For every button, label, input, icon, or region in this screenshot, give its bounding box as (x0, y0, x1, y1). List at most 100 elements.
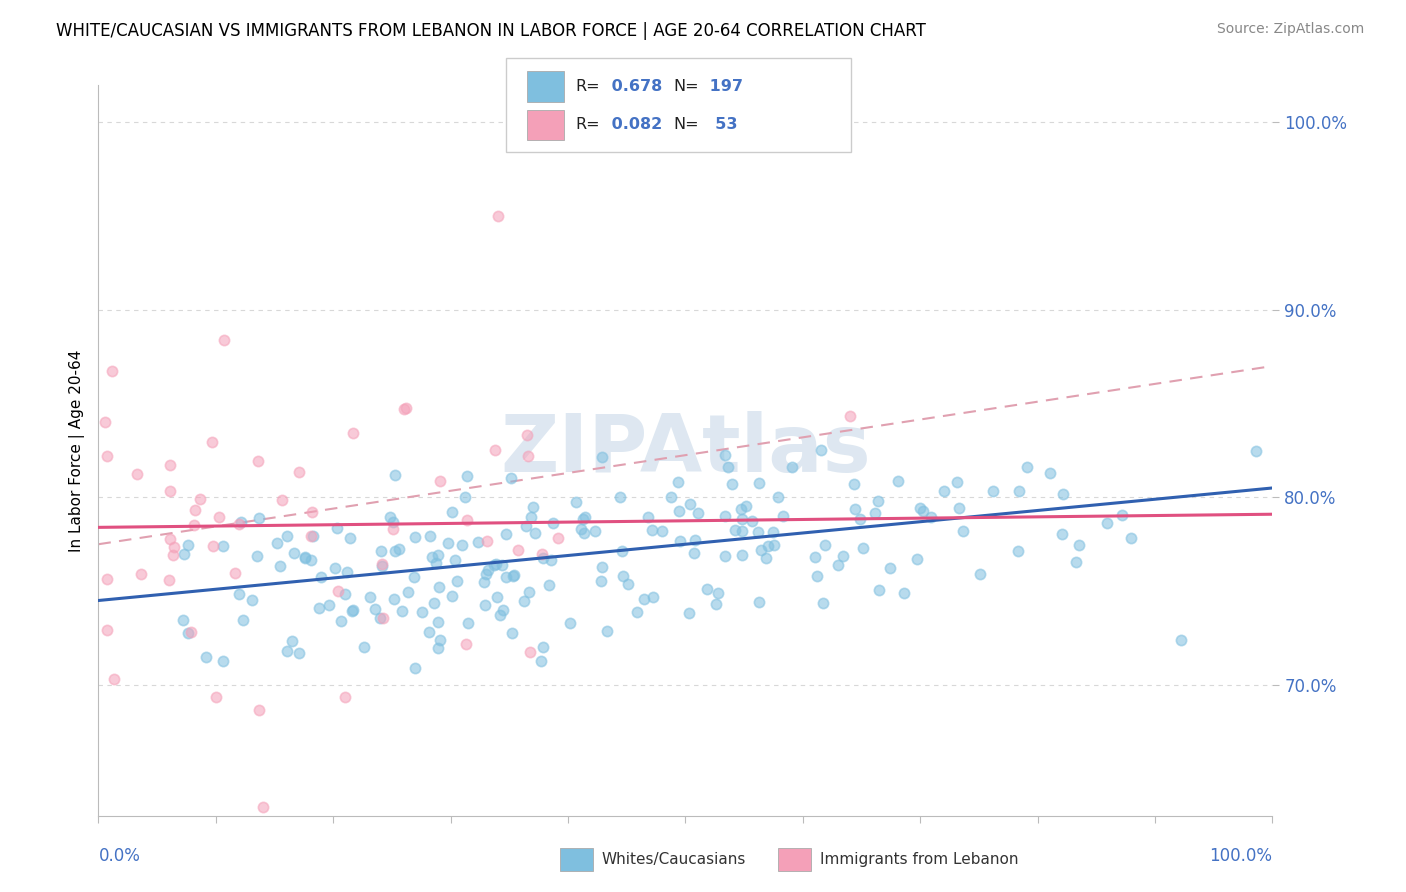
Point (1007, 544, 1029, 558)
Point (211, 539, 233, 553)
Text: R=: R= (575, 118, 600, 132)
Point (371, 558, 394, 573)
Point (157, 573, 180, 587)
Point (842, 477, 865, 491)
Point (318, 598, 340, 612)
Point (302, 529, 325, 543)
Point (276, 644, 298, 658)
Point (637, 509, 659, 524)
Point (707, 586, 730, 600)
Point (101, 363, 124, 377)
Point (456, 469, 478, 483)
Point (747, 524, 769, 539)
Point (717, 460, 740, 475)
Point (569, 522, 592, 536)
Point (177, 626, 200, 640)
Point (868, 582, 890, 597)
Point (96, 450, 118, 464)
Point (848, 512, 870, 526)
Point (772, 509, 794, 524)
Point (482, 558, 505, 572)
Point (309, 570, 332, 584)
Point (418, 624, 440, 639)
Point (669, 533, 692, 548)
Point (333, 690, 356, 704)
Point (446, 574, 468, 589)
Point (472, 575, 495, 590)
Point (404, 661, 426, 675)
Point (340, 604, 363, 618)
Point (266, 535, 288, 549)
Point (371, 557, 394, 571)
Point (287, 465, 309, 479)
Point (748, 475, 770, 490)
Point (96, 572, 118, 586)
Point (388, 541, 411, 556)
Point (240, 593, 263, 607)
Point (228, 586, 250, 600)
Point (457, 616, 479, 631)
Point (499, 471, 522, 485)
Text: 53: 53 (704, 118, 738, 132)
Point (1244, 444, 1267, 458)
Point (180, 624, 202, 639)
Point (724, 523, 747, 537)
Point (159, 532, 181, 546)
Point (1064, 556, 1087, 570)
Point (502, 568, 524, 582)
Point (683, 533, 706, 548)
Point (280, 634, 302, 648)
Point (641, 524, 664, 538)
Point (299, 529, 322, 543)
Point (247, 511, 270, 525)
Point (755, 550, 778, 565)
Point (1039, 466, 1062, 480)
Point (276, 529, 298, 543)
Point (908, 500, 931, 515)
Text: N=: N= (673, 118, 699, 132)
Point (886, 474, 908, 488)
Point (952, 524, 974, 539)
Point (336, 565, 359, 579)
Point (612, 569, 634, 583)
Point (486, 209, 509, 223)
Point (714, 549, 737, 563)
Point (491, 558, 513, 573)
Point (208, 510, 231, 524)
Point (96, 623, 118, 637)
Text: 0.082: 0.082 (606, 118, 662, 132)
Point (1170, 633, 1192, 648)
Point (713, 448, 735, 462)
Point (396, 585, 419, 599)
Point (205, 690, 228, 704)
Point (212, 654, 235, 668)
Point (679, 497, 702, 511)
Point (522, 500, 544, 515)
Point (572, 526, 595, 541)
Point (948, 500, 970, 515)
Point (382, 515, 405, 529)
Point (353, 640, 375, 655)
Point (229, 515, 252, 529)
Point (451, 538, 474, 552)
Point (866, 493, 889, 508)
Point (531, 640, 554, 655)
Text: ZIPAtlas: ZIPAtlas (501, 411, 870, 490)
Point (404, 530, 426, 544)
Point (920, 509, 942, 524)
Point (188, 492, 211, 507)
Point (749, 542, 772, 557)
Text: Immigrants from Lebanon: Immigrants from Lebanon (820, 853, 1018, 867)
Point (893, 586, 915, 600)
Point (633, 592, 655, 607)
Point (911, 504, 934, 518)
Point (308, 601, 330, 615)
Point (125, 467, 148, 481)
Point (591, 450, 613, 464)
Point (475, 567, 498, 582)
Point (678, 606, 700, 620)
Point (589, 574, 612, 588)
Point (762, 524, 785, 539)
Point (517, 585, 540, 599)
Point (981, 483, 1004, 498)
